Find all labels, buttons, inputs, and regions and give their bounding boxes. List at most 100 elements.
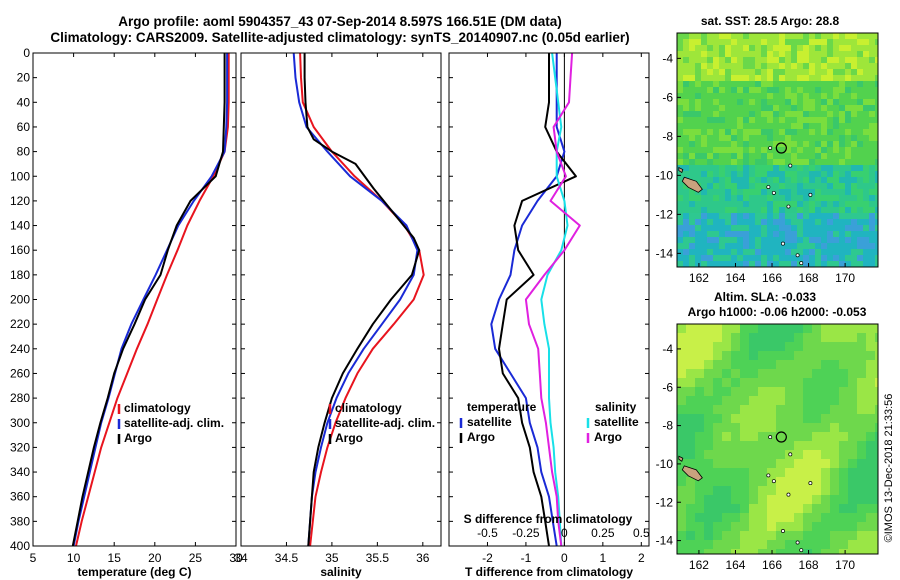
map-cell <box>851 117 857 123</box>
map-cell <box>713 69 719 75</box>
map-cell <box>875 486 878 495</box>
map-cell <box>857 39 863 45</box>
map-cell <box>845 153 851 159</box>
map-cell <box>767 261 773 267</box>
map-cell <box>695 432 704 441</box>
map-cell <box>773 237 779 243</box>
map-cell <box>689 189 695 195</box>
map-cell <box>749 513 758 522</box>
map-cell <box>857 129 863 135</box>
map-cell <box>737 183 743 189</box>
map-cell <box>863 201 869 207</box>
map-cell <box>779 69 785 75</box>
map-cell <box>803 99 809 105</box>
map-cell <box>809 45 815 51</box>
map-cell <box>749 189 755 195</box>
map-cell <box>779 75 785 81</box>
map-cell <box>683 195 689 201</box>
map-cell <box>791 93 797 99</box>
map-cell <box>839 123 845 129</box>
map-cell <box>803 432 812 441</box>
map-cell <box>767 369 776 378</box>
map-cell <box>725 45 731 51</box>
map-cell <box>809 123 815 129</box>
map-cell <box>767 147 773 153</box>
depth-tick-label: 120 <box>10 194 30 208</box>
map-cell <box>713 378 722 387</box>
map-cell <box>713 51 719 57</box>
map-cell <box>743 117 749 123</box>
map-cell <box>743 171 749 177</box>
map-cell <box>875 141 878 147</box>
map-cell <box>827 195 833 201</box>
map-cell <box>869 123 875 129</box>
map-cell <box>857 177 863 183</box>
map-cell <box>719 57 725 63</box>
map-cell <box>827 39 833 45</box>
map-cell <box>839 231 845 237</box>
map-cell <box>857 57 863 63</box>
map-cell <box>797 207 803 213</box>
map-cell <box>821 75 827 81</box>
map-cell <box>848 513 857 522</box>
map-cell <box>791 39 797 45</box>
map-cell <box>839 237 845 243</box>
map-cell <box>851 63 857 69</box>
map-cell <box>785 387 794 396</box>
map-cell <box>737 81 743 87</box>
map-cell <box>851 201 857 207</box>
map-cell <box>761 99 767 105</box>
map-cell <box>821 468 830 477</box>
map-cell <box>749 249 755 255</box>
map-cell <box>701 51 707 57</box>
map-cell <box>827 129 833 135</box>
map-cell <box>686 504 695 513</box>
map-cell <box>758 504 767 513</box>
map-cell <box>731 189 737 195</box>
map-cell <box>815 105 821 111</box>
map-cell <box>683 213 689 219</box>
map-cell <box>833 243 839 249</box>
map-cell <box>683 261 689 267</box>
map-cell <box>791 171 797 177</box>
map-cell <box>812 333 821 342</box>
map-cell <box>740 333 749 342</box>
map-cell <box>869 45 875 51</box>
map-cell <box>704 396 713 405</box>
map-cell <box>815 255 821 261</box>
map-cell <box>719 189 725 195</box>
map-cell <box>737 105 743 111</box>
map-cell <box>803 441 812 450</box>
map-cell <box>749 450 758 459</box>
map-cell <box>740 540 749 549</box>
map-cell <box>761 255 767 261</box>
map-cell <box>722 351 731 360</box>
map-cell <box>863 261 869 267</box>
map-cell <box>758 351 767 360</box>
map-cell <box>803 51 809 57</box>
map-cell <box>677 105 683 111</box>
map-cell <box>821 504 830 513</box>
map-cell <box>815 33 821 39</box>
map-cell <box>731 405 740 414</box>
map-cell <box>839 33 845 39</box>
map-cell <box>701 255 707 261</box>
map-cell <box>875 39 878 45</box>
map-cell <box>767 129 773 135</box>
map-cell <box>839 153 845 159</box>
map-cell <box>761 69 767 75</box>
map-cell <box>857 369 866 378</box>
map-cell <box>776 486 785 495</box>
map-cell <box>749 231 755 237</box>
map-cell <box>830 441 839 450</box>
map-cell <box>719 153 725 159</box>
map-cell <box>785 75 791 81</box>
map-cell <box>845 225 851 231</box>
map-cell <box>740 549 749 554</box>
map-cell <box>749 177 755 183</box>
map-cell <box>743 33 749 39</box>
map-cell <box>722 441 731 450</box>
map-cell <box>743 57 749 63</box>
map-cell <box>791 207 797 213</box>
map-cell <box>704 387 713 396</box>
